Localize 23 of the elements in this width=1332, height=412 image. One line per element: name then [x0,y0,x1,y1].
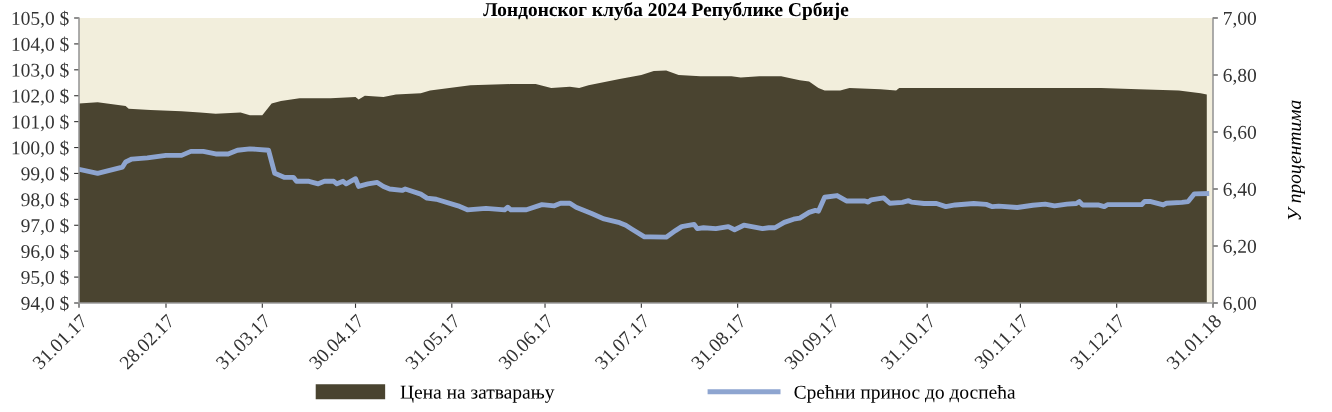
y2-tick-label: 6,80 [1223,68,1257,85]
y-tick-label: 96,0 $ [21,243,69,261]
y-tick-label: 105,0 $ [12,10,69,28]
line-series [79,146,1210,240]
y2-tick-label: 6,60 [1223,125,1257,142]
y2-axis-title: У процентима [1288,100,1305,220]
y-tick-label: 97,0 $ [21,217,69,236]
y-tick-label: 103,0 $ [12,62,69,80]
y-tick-label: 101,0 $ [12,114,69,132]
y2-tick-label: 6,00 [1223,296,1257,313]
y-tick-label: 102,0 $ [12,88,69,106]
y-tick-label: 99,0 $ [21,166,69,184]
y-tick-label: 98,0 $ [21,192,69,210]
y-tick-label: 95,0 $ [21,269,69,287]
legend-label: Срећни принос до доспећа [794,385,1016,403]
y2-tick-label: 6,20 [1223,239,1257,256]
y2-tick-label: 6,40 [1223,182,1257,199]
y-tick-label: 94,0 $ [21,295,69,313]
legend-label: Цена на затварању [400,385,555,403]
y-tick-label: 104,0 $ [12,36,69,54]
chart-title: Лондонског клуба 2024 Републике Србије [483,2,849,21]
y-tick-label: 100,0 $ [12,140,69,158]
y2-tick-label: 7,00 [1224,11,1257,28]
